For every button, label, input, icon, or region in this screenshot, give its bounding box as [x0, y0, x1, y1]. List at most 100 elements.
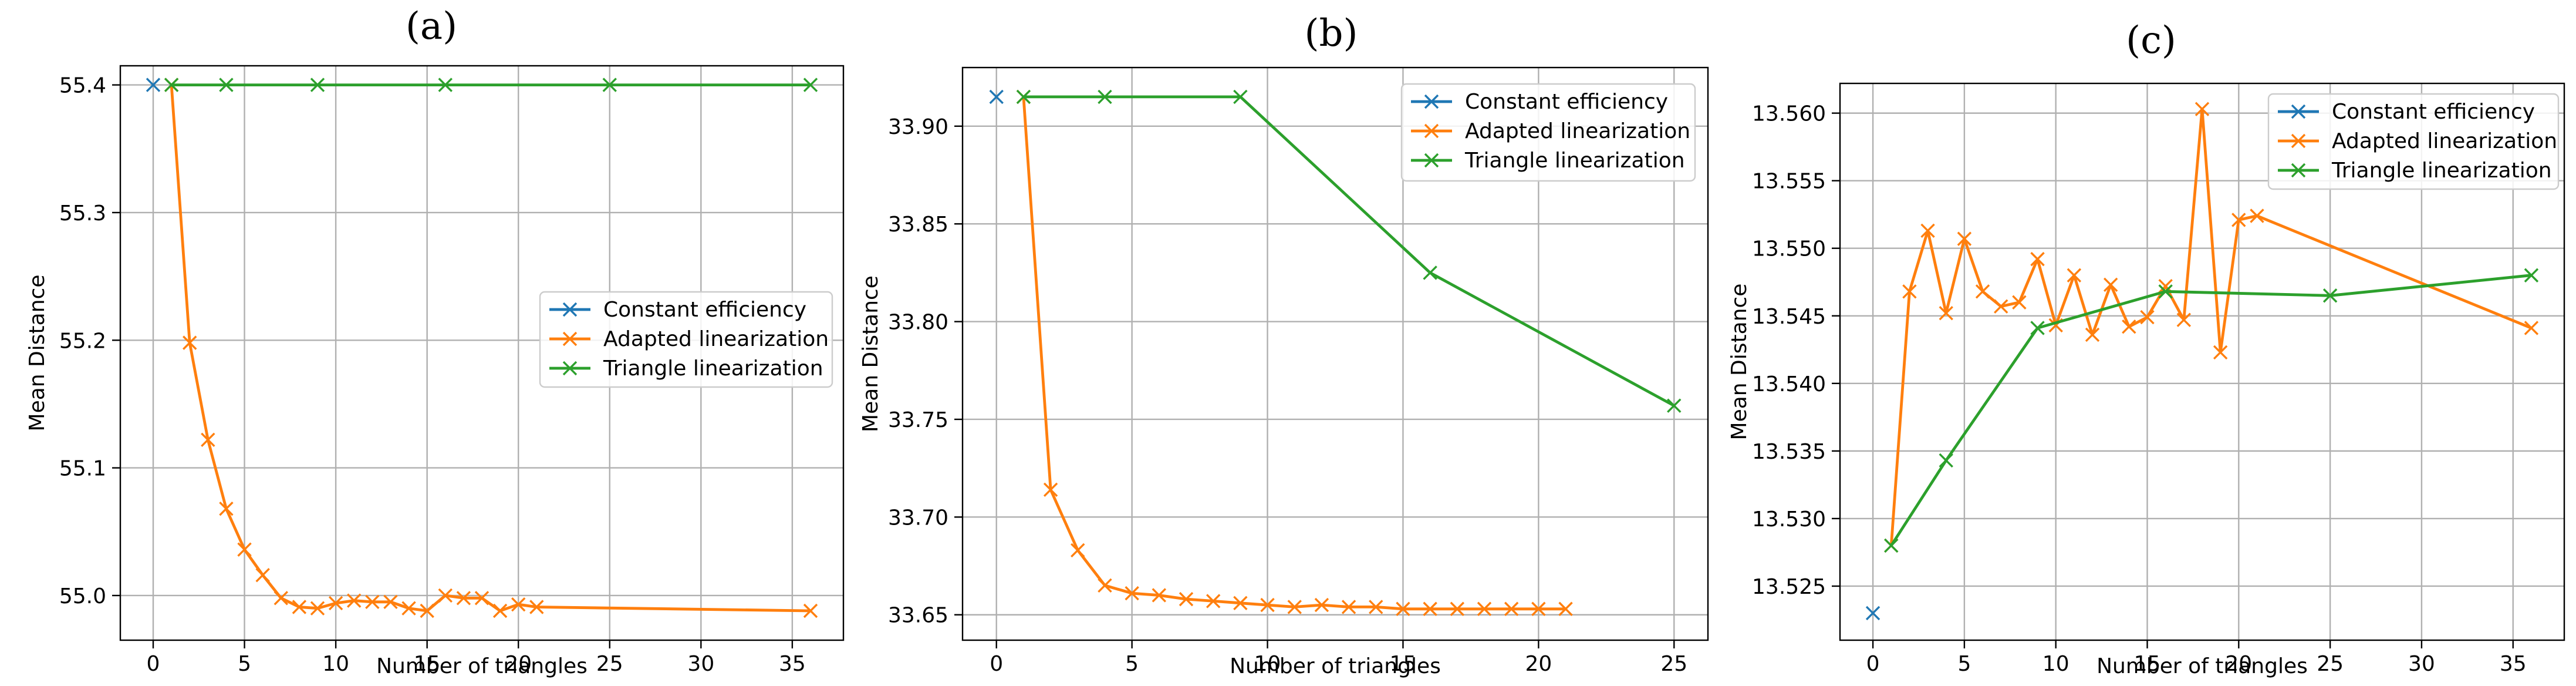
- x-tick-label: 0: [1866, 652, 1880, 676]
- data-point-adapted: [401, 601, 416, 616]
- y-tick-label: 33.65: [888, 604, 948, 628]
- x-tick-label: 5: [1125, 652, 1139, 676]
- x-tick-label: 20: [1525, 652, 1552, 676]
- data-point-adapted: [2524, 321, 2539, 335]
- x-tick-label: 5: [238, 652, 251, 676]
- x-axis-label: Number of triangles: [376, 654, 588, 678]
- chart-title: (b): [1305, 12, 1358, 55]
- x-axis-label: Number of triangles: [1230, 654, 1441, 678]
- data-point-triangle: [2322, 288, 2338, 303]
- data-point-adapted: [2067, 268, 2082, 283]
- legend-entry-constant: Constant efficiency: [549, 298, 806, 322]
- data-point-adapted: [274, 591, 288, 606]
- data-point-adapted: [2231, 213, 2246, 227]
- data-point-triangle: [164, 78, 179, 92]
- data-point-adapted: [255, 567, 270, 583]
- legend-frame: [539, 291, 833, 388]
- y-axis-label: Mean Distance: [25, 275, 49, 432]
- series-constant: [1865, 606, 1880, 621]
- data-point-adapted: [1152, 588, 1167, 603]
- x-tick-label: 10: [1254, 652, 1281, 676]
- x-tick-label: 30: [687, 652, 714, 676]
- panel-a: 0 5 10 15 20 25 30 35 55.0 55.1 55.2 55.3 55.4 Number…: [25, 5, 845, 678]
- data-point-adapted: [2103, 277, 2118, 292]
- data-point-adapted: [529, 600, 544, 614]
- legend-swatch-marker: [2291, 133, 2306, 149]
- data-point-adapted: [1939, 305, 1953, 321]
- legend-label: Constant efficiency: [1465, 90, 1668, 114]
- data-point-adapted: [183, 335, 197, 350]
- data-point-adapted: [1369, 600, 1383, 614]
- data-point-adapted: [420, 603, 434, 618]
- y-tick-label: 55.0: [59, 584, 106, 608]
- y-tick-label: 13.535: [1752, 440, 1826, 464]
- data-point-adapted: [2140, 310, 2155, 325]
- legend-swatch-marker: [2291, 104, 2306, 119]
- data-point-adapted: [1504, 601, 1519, 616]
- data-point-adapted: [474, 591, 489, 606]
- y-tick-label: 13.525: [1752, 575, 1826, 599]
- data-point-triangle: [310, 78, 325, 92]
- data-point-adapted: [1423, 601, 1437, 616]
- x-tick-label: 0: [990, 652, 1003, 676]
- plot-frame: [119, 65, 845, 641]
- data-point-adapted: [1975, 284, 1990, 299]
- legend-label: Adapted linearization: [603, 327, 829, 351]
- data-point-triangle: [1016, 89, 1031, 105]
- plot-frame: [1839, 82, 2565, 641]
- legend-label: Triangle linearization: [1464, 149, 1685, 173]
- series-triangle: [1016, 89, 1682, 413]
- y-tick-label: 13.545: [1752, 305, 1826, 329]
- series-triangle: [164, 78, 818, 92]
- y-tick-label: 33.90: [888, 115, 948, 139]
- y-tick-label: 13.540: [1752, 372, 1826, 396]
- plot-frame: [961, 66, 1709, 641]
- x-tick-label: 20: [2225, 652, 2252, 676]
- data-point-constant: [1865, 606, 1880, 621]
- data-point-adapted: [1531, 601, 1546, 616]
- data-point-adapted: [1477, 601, 1492, 616]
- data-point-adapted: [237, 542, 252, 557]
- data-point-adapted: [2122, 319, 2136, 334]
- x-tick-label: 30: [2408, 652, 2435, 676]
- data-point-adapted: [1043, 482, 1058, 497]
- y-tick-label: 13.530: [1752, 507, 1826, 532]
- panel-c: 0 5 10 15 20 25 30 35 13.525 13.530 13.535 13.540 13…: [1727, 19, 2565, 678]
- series-triangle: [1884, 268, 2539, 553]
- x-tick-label: 10: [2042, 652, 2069, 676]
- data-point-triangle: [2524, 268, 2539, 283]
- legend-label: Adapted linearization: [1465, 119, 1690, 143]
- data-point-triangle: [1098, 89, 1112, 105]
- legend-entry-adapted: Adapted linearization: [549, 327, 829, 351]
- y-tick-label: 55.1: [59, 457, 106, 481]
- legend-swatch-marker: [1424, 153, 1439, 168]
- legend-swatch-marker: [562, 331, 578, 347]
- legend-frame: [1400, 83, 1696, 182]
- data-point-adapted: [328, 596, 343, 611]
- x-tick-label: 35: [779, 652, 806, 676]
- data-point-adapted: [1179, 591, 1194, 607]
- data-point-triangle: [803, 78, 818, 92]
- x-tick-label: 15: [2134, 652, 2161, 676]
- x-axis-label: Number of triangles: [2096, 654, 2308, 678]
- data-point-adapted: [2195, 102, 2210, 116]
- x-tick-label: 15: [1390, 652, 1417, 676]
- series-line-adapted: [170, 85, 811, 613]
- legend-label: Constant efficiency: [2332, 100, 2535, 124]
- data-point-adapted: [1396, 601, 1410, 616]
- legend-entry-constant: Constant efficiency: [1411, 90, 1668, 114]
- data-point-adapted: [310, 601, 325, 616]
- data-point-adapted: [201, 432, 215, 447]
- data-point-triangle: [219, 78, 234, 92]
- data-point-adapted: [456, 591, 471, 606]
- data-point-adapted: [1341, 600, 1356, 614]
- data-point-adapted: [1957, 231, 1972, 246]
- y-tick-label: 55.2: [59, 329, 106, 353]
- y-axis-label: Mean Distance: [859, 275, 883, 432]
- x-tick-label: 35: [2500, 652, 2527, 676]
- legend: Constant efficiency Adapted linearization…: [2267, 93, 2560, 190]
- legend-entry-adapted: Adapted linearization: [2278, 129, 2557, 153]
- legend-entry-triangle: Triangle linearization: [2278, 159, 2552, 183]
- chart-title: (a): [406, 5, 457, 48]
